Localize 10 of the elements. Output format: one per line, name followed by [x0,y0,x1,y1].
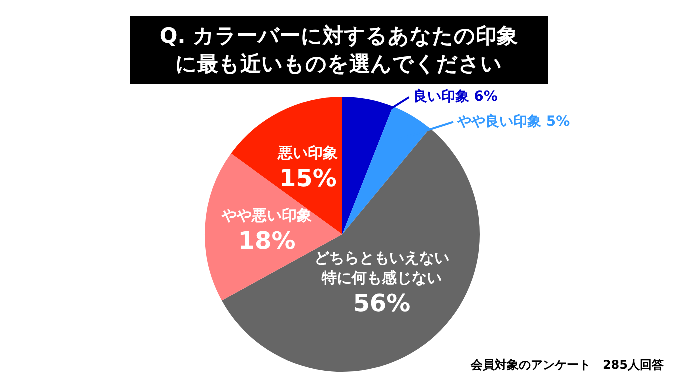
text: 会員対象のアンケート 285人回答 [470,357,664,374]
chart-title: Q. カラーバーに対するあなたの印象に最も近いものを選んでください [130,16,548,84]
slice-label: やや悪い印象 [221,206,312,225]
data-label: 18% [238,226,296,255]
slice-label: やや良い印象 5% [456,112,570,130]
data-label: 15% [279,164,337,192]
data-label: 56% [353,289,411,318]
slice-label: どちらともいえない特に何も感じない [314,249,450,288]
slice-label: 良い印象 6% [413,88,498,106]
slice-label: 悪い印象 [277,144,338,162]
